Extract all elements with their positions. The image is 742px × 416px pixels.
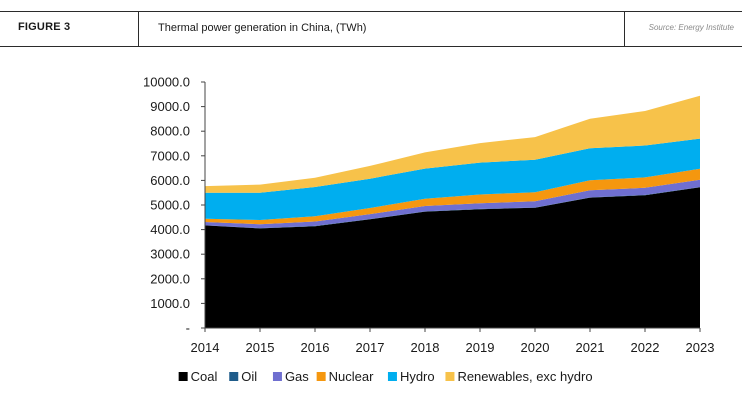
x-tick-label: 2014 <box>191 340 220 355</box>
header-divider-left <box>138 11 139 47</box>
legend-label-oil: Oil <box>241 369 257 384</box>
legend-label-hydro: Hydro <box>400 369 435 384</box>
y-tick-label: 7000.0 <box>150 148 190 163</box>
x-tick-label: 2021 <box>576 340 605 355</box>
area-coal <box>205 187 700 328</box>
x-tick-label: 2019 <box>466 340 495 355</box>
x-tick-label: 2016 <box>301 340 330 355</box>
y-tick-label: 3000.0 <box>150 247 190 262</box>
x-tick-label: 2018 <box>411 340 440 355</box>
y-tick-label: 9000.0 <box>150 99 190 114</box>
legend-swatch-gas <box>272 372 282 381</box>
header-top-rule <box>0 11 742 12</box>
header-bottom-rule <box>0 46 742 47</box>
x-tick-label: 2017 <box>356 340 385 355</box>
figure-source: Source: Energy Institute <box>648 23 734 32</box>
figure-title: Thermal power generation in China, (TWh) <box>158 22 367 34</box>
figure-label: FIGURE 3 <box>18 21 71 33</box>
y-tick-label: 5000.0 <box>150 198 190 213</box>
legend-label-nuclear: Nuclear <box>329 369 374 384</box>
legend-swatch-nuclear <box>316 372 326 381</box>
y-tick-label: 4000.0 <box>150 222 190 237</box>
legend-swatch-oil <box>229 372 239 381</box>
chart-legend: Coal Oil Gas Nuclear Hydro Renewables, exc hy… <box>178 369 593 384</box>
legend-label-renewables-exc-hydro: Renewables, exc hydro <box>457 369 592 384</box>
legend-label-gas: Gas <box>285 369 309 384</box>
legend-swatch-coal <box>178 372 188 381</box>
header-divider-right <box>624 11 625 47</box>
x-tick-label: 2023 <box>686 340 715 355</box>
legend-swatch-renewables-exc-hydro <box>445 372 455 381</box>
x-tick-label: 2022 <box>631 340 660 355</box>
area-renewables-exc-hydro <box>205 95 700 193</box>
legend-label-coal: Coal <box>191 369 218 384</box>
y-tick-label: 10000.0 <box>143 75 190 90</box>
chart-areas <box>205 95 700 328</box>
area-hydro <box>205 138 700 220</box>
y-tick-label: - <box>186 321 190 336</box>
y-tick-label: 6000.0 <box>150 173 190 188</box>
y-tick-label: 1000.0 <box>150 296 190 311</box>
stacked-area-chart: - 1000.0 2000.0 3000.0 4000.0 5000.0 6000.0 700… <box>143 75 714 385</box>
chart-axes: - 1000.0 2000.0 3000.0 4000.0 5000.0 6000.0 700… <box>143 75 714 356</box>
y-tick-label: 8000.0 <box>150 124 190 139</box>
legend-swatch-hydro <box>387 372 397 381</box>
x-tick-label: 2015 <box>246 340 275 355</box>
figure-header: FIGURE 3 Thermal power generation in Chi… <box>0 11 742 47</box>
x-tick-label: 2020 <box>521 340 550 355</box>
y-tick-label: 2000.0 <box>150 271 190 286</box>
